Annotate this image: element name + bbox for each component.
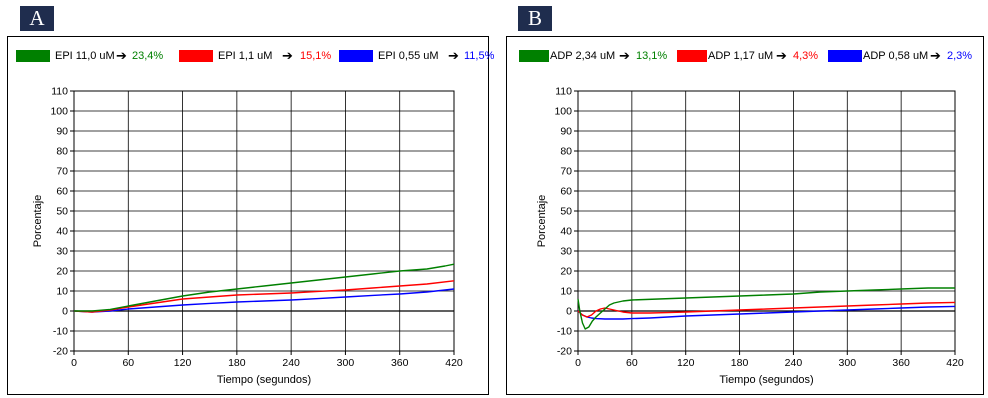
y-tick-label: -10 (53, 326, 68, 338)
legend-result: 11,5% (464, 50, 495, 62)
legend-label: EPI 1,1 uM (218, 50, 273, 62)
y-tick-label: 30 (56, 246, 68, 258)
legend-label: ADP 0,58 uM (863, 50, 929, 62)
legend-result: 4,3% (793, 50, 819, 62)
plot-frame (577, 90, 956, 352)
x-tick-label: 0 (71, 357, 77, 369)
y-tick-label: 80 (56, 146, 68, 158)
series-line (577, 287, 955, 330)
legend-label: EPI 11,0 uM (55, 50, 115, 62)
y-tick-label: 20 (56, 266, 68, 278)
arrow-icon: ➔ (448, 48, 459, 63)
y-tick-label: 80 (560, 146, 572, 158)
y-tick-label: 70 (56, 166, 68, 178)
panel-a-tag: A (20, 6, 54, 31)
x-tick-label: 180 (228, 357, 246, 369)
panel-a-label: A (29, 6, 45, 30)
x-tick-label: 360 (391, 357, 409, 369)
legend-label: ADP 1,17 uM (708, 50, 774, 62)
x-tick-label: 360 (892, 357, 910, 369)
plot-frame (73, 90, 455, 352)
legend-result: 2,3% (947, 50, 973, 62)
x-tick-label: 60 (626, 357, 638, 369)
panel-a-chart: EPI 11,0 uM ➔ 23,4% EPI 1,1 uM ➔ 15,1% E… (7, 36, 494, 395)
x-tick-label: 420 (445, 357, 463, 369)
y-tick-label: 50 (560, 206, 572, 218)
x-tick-label: 240 (785, 357, 803, 369)
y-tick-label: 60 (560, 186, 572, 198)
panel-b-plot: -20 -10 0 10 20 30 40 50 60 70 80 90 100 110 0 60 120 180… (536, 86, 964, 387)
panel-b-tag: B (518, 6, 552, 31)
y-tick-label: -20 (557, 346, 572, 358)
y-tick-label: 10 (56, 286, 68, 298)
legend-swatch (339, 50, 373, 62)
legend-swatch (16, 50, 50, 62)
y-tick-label: 50 (56, 206, 68, 218)
y-tick-label: 110 (51, 86, 68, 98)
y-tick-label: 10 (560, 286, 572, 298)
series-line (577, 305, 956, 320)
y-tick-label: 40 (56, 226, 68, 238)
panel-b-legend: ADP 2,34 uM ➔ 13,1% ADP 1,17 uM ➔ 4,3% A… (515, 48, 977, 66)
y-tick-label: -10 (557, 326, 572, 338)
y-tick-label: 90 (56, 126, 68, 138)
x-axis-label: Tiempo (segundos) (719, 374, 813, 386)
x-tick-label: 120 (174, 357, 192, 369)
legend-label: EPI 0,55 uM (378, 50, 439, 62)
arrow-icon: ➔ (619, 48, 630, 63)
y-axis-label: Porcentaje (32, 195, 44, 248)
y-tick-label: 70 (560, 166, 572, 178)
legend-result: 23,4% (132, 50, 164, 62)
legend-swatch (519, 50, 549, 62)
arrow-icon: ➔ (116, 48, 127, 63)
legend-result: 15,1% (300, 50, 332, 62)
arrow-icon: ➔ (282, 48, 293, 63)
series-line (577, 301, 956, 318)
legend-result: 13,1% (636, 50, 668, 62)
y-tick-label: 100 (554, 106, 572, 118)
y-tick-label: 0 (566, 306, 572, 318)
legend-label: ADP 2,34 uM (550, 50, 616, 62)
y-tick-label: 60 (56, 186, 68, 198)
panel-b-chart: ADP 2,34 uM ➔ 13,1% ADP 1,17 uM ➔ 4,3% A… (506, 36, 984, 395)
x-tick-label: 420 (946, 357, 964, 369)
legend-swatch (179, 50, 213, 62)
arrow-icon: ➔ (930, 48, 941, 63)
x-tick-label: 120 (677, 357, 695, 369)
panel-a-plot: -20 -10 0 10 20 30 40 50 60 70 80 90 100 110 0 60 120 180… (32, 86, 463, 387)
y-axis-label: Porcentaje (536, 195, 548, 248)
arrow-icon: ➔ (776, 48, 787, 63)
panel-a-legend: EPI 11,0 uM ➔ 23,4% EPI 1,1 uM ➔ 15,1% E… (16, 48, 494, 66)
legend-swatch (828, 50, 862, 62)
y-tick-label: 20 (560, 266, 572, 278)
legend-swatch (677, 50, 707, 62)
x-tick-label: 300 (337, 357, 355, 369)
y-tick-label: -20 (53, 346, 68, 358)
y-tick-label: 110 (555, 86, 572, 98)
y-tick-label: 40 (560, 226, 572, 238)
x-tick-label: 180 (731, 357, 749, 369)
series-line (74, 263, 455, 312)
x-axis-label: Tiempo (segundos) (217, 374, 311, 386)
series-line (73, 280, 455, 313)
y-tick-label: 0 (62, 306, 68, 318)
y-tick-label: 90 (560, 126, 572, 138)
x-tick-label: 240 (282, 357, 300, 369)
x-tick-label: 60 (122, 357, 134, 369)
panel-b-label: B (527, 6, 542, 30)
y-tick-label: 100 (50, 106, 68, 118)
x-tick-label: 0 (575, 357, 581, 369)
series-line (73, 288, 455, 313)
y-tick-label: 30 (560, 246, 572, 258)
x-tick-label: 300 (839, 357, 857, 369)
